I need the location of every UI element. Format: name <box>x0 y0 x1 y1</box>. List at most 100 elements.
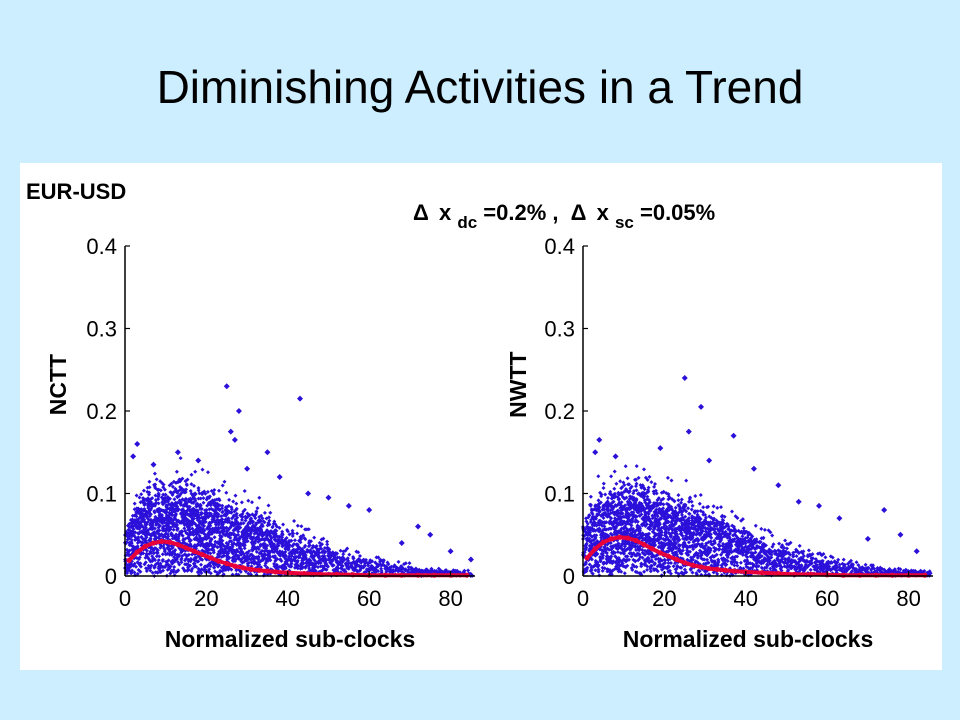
outlier-point <box>881 507 888 513</box>
mean-point <box>730 568 737 574</box>
y-tick-label: 0 <box>105 564 117 589</box>
mean-point <box>682 560 688 566</box>
slide-title: Diminishing Activities in a Trend <box>156 61 804 113</box>
mean-point <box>857 572 863 578</box>
outlier-point <box>447 548 454 555</box>
outlier-point <box>816 502 823 509</box>
mean-point <box>216 558 222 564</box>
mean-point <box>126 557 132 563</box>
outlier-point <box>836 515 843 522</box>
delta-symbol: Δ <box>413 200 429 225</box>
delta-annotation: Δ x dc =0.2% , Δ x sc =0.05% <box>413 200 715 233</box>
mean-point <box>415 572 421 578</box>
y-tick-label: 0 <box>563 564 575 589</box>
mean-point <box>175 542 181 548</box>
outlier-point <box>657 445 664 452</box>
outlier-point <box>223 383 230 390</box>
scatter-cloud <box>123 456 475 578</box>
mean-point <box>256 567 262 573</box>
figure-panel: EUR-USD Δ x dc =0.2% , Δ x sc =0.05% 0 20… <box>20 163 942 670</box>
scatter-points <box>581 375 933 578</box>
mean-point <box>840 572 847 578</box>
delta-symbol-sc: Δ <box>571 200 587 225</box>
mean-point <box>199 551 205 558</box>
outlier-point <box>427 531 434 538</box>
y-axis-label: NCTT <box>45 354 71 415</box>
delta-eq-dc: =0.2% , <box>483 200 558 225</box>
mean-point <box>159 538 165 544</box>
x-tick-label: 20 <box>652 586 676 611</box>
mean-point <box>264 568 271 574</box>
mean-point <box>608 536 615 542</box>
outlier-point <box>235 408 242 414</box>
x-tick-label: 20 <box>194 586 218 611</box>
mean-point <box>657 550 663 556</box>
outlier-point <box>231 436 238 443</box>
delta-sub-sc: sc <box>615 213 634 232</box>
mean-point <box>759 570 765 576</box>
outlier-point <box>134 441 141 447</box>
y-tick-label: 0.2 <box>86 399 117 424</box>
mean-series <box>584 534 928 578</box>
outlier-point <box>174 449 181 456</box>
outlier-point <box>750 465 757 472</box>
mean-point <box>167 539 173 545</box>
mean-point <box>714 566 720 572</box>
y-tick-label: 0.1 <box>544 482 575 507</box>
x-tick-label: 80 <box>438 586 462 611</box>
outlier-point <box>706 457 713 464</box>
mean-point <box>183 545 189 551</box>
x-tick-label: 60 <box>357 586 381 611</box>
outlier-point <box>398 540 405 546</box>
outlier-point <box>130 453 137 460</box>
mean-point <box>134 549 140 555</box>
mean-point <box>706 565 712 572</box>
mean-point <box>464 572 470 578</box>
outlier-point <box>467 556 474 563</box>
mean-point <box>382 572 389 578</box>
outlier-point <box>195 457 202 464</box>
mean-point <box>399 572 405 578</box>
scatter-points <box>123 383 475 578</box>
outlier-point <box>681 375 688 381</box>
y-tick-label: 0.1 <box>86 482 117 507</box>
mean-point <box>922 572 928 578</box>
outlier-point <box>415 523 422 530</box>
mean-point <box>207 555 214 561</box>
mean-point <box>674 556 680 563</box>
outlier-point <box>305 490 312 497</box>
mean-point <box>150 540 157 546</box>
mean-point <box>600 539 606 545</box>
mean-point <box>191 548 197 554</box>
x-tick-label: 80 <box>896 586 920 611</box>
outlier-point <box>698 403 705 410</box>
y-tick-label: 0.4 <box>544 234 575 259</box>
mean-point <box>431 572 437 578</box>
mean-point <box>722 567 729 573</box>
chart-left-nctt: 0 20 40 60 80 0 0.1 0.2 0.3 0.4 Normalized sub-clo… <box>45 234 475 652</box>
mean-point <box>690 562 696 568</box>
mean-point <box>248 566 254 572</box>
mean-point <box>584 555 590 561</box>
outlier-point <box>227 428 234 435</box>
y-tick-label: 0.2 <box>544 399 575 424</box>
outlier-point <box>864 535 871 542</box>
delta-sub-dc: dc <box>457 213 477 232</box>
y-tick-label: 0.3 <box>86 317 117 342</box>
mean-point <box>665 553 672 559</box>
mean-point <box>272 569 279 575</box>
mean-point <box>641 542 647 548</box>
outlier-point <box>775 482 782 489</box>
mean-point <box>240 565 246 571</box>
outlier-point <box>244 465 251 472</box>
outlier-point <box>730 432 737 439</box>
figure-svg: EUR-USD Δ x dc =0.2% , Δ x sc =0.05% 0 20… <box>26 179 933 652</box>
mean-point <box>698 564 704 570</box>
mean-point <box>633 537 639 544</box>
mean-point <box>592 546 598 552</box>
delta-var-sc: x <box>597 200 610 225</box>
outlier-point <box>264 449 271 456</box>
currency-pair-label: EUR-USD <box>26 179 126 204</box>
x-tick-label: 60 <box>815 586 839 611</box>
outlier-point <box>592 449 599 456</box>
